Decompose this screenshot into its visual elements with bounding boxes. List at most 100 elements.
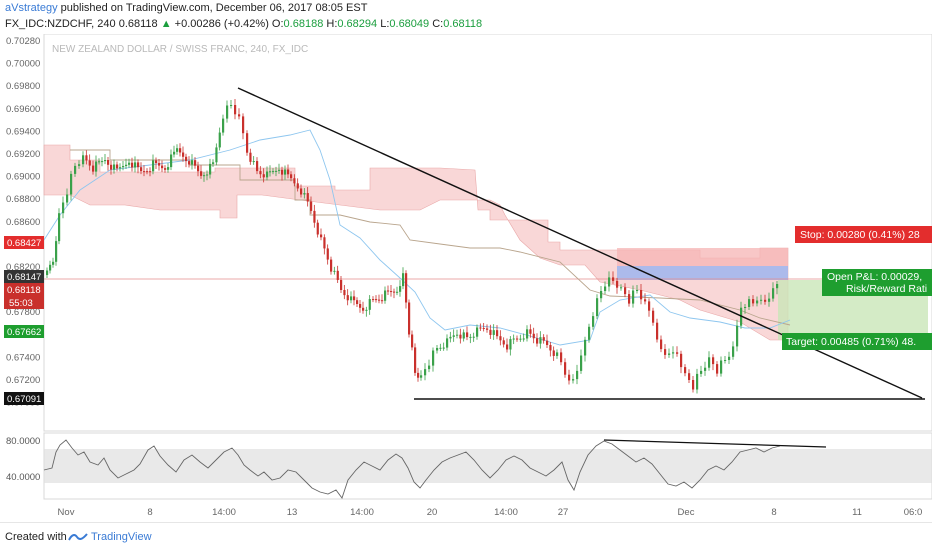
candle-bearish bbox=[479, 327, 482, 329]
candle-bearish bbox=[549, 345, 552, 351]
candle-bullish bbox=[215, 147, 218, 163]
time-axis[interactable]: Nov 8 14:00 13 14:00 20 14:00 27 Dec 8 11 06:0 bbox=[58, 507, 923, 518]
tradingview-brand-link[interactable]: TradingView bbox=[91, 531, 152, 543]
stop-zone[interactable] bbox=[617, 248, 788, 266]
candle-bullish bbox=[191, 160, 194, 165]
time-axis-label: Dec bbox=[678, 507, 695, 518]
candle-bullish bbox=[74, 165, 77, 174]
candle-bearish bbox=[323, 237, 326, 249]
candle-bearish bbox=[393, 291, 396, 293]
candle-bearish bbox=[411, 334, 414, 348]
candle-bullish bbox=[424, 369, 427, 376]
candle-bullish bbox=[452, 335, 455, 337]
candle-bearish bbox=[320, 234, 323, 238]
candle-bearish bbox=[362, 307, 365, 311]
current-price-badge bbox=[4, 283, 44, 296]
candle-bearish bbox=[466, 332, 469, 338]
time-axis-label: 06:0 bbox=[904, 507, 923, 518]
candle-bullish bbox=[78, 164, 81, 166]
candle-bearish bbox=[293, 178, 296, 184]
stop-price-badge bbox=[4, 236, 44, 249]
candle-bullish bbox=[600, 291, 603, 299]
oscillator-trend-line[interactable] bbox=[603, 439, 827, 448]
symbol-label[interactable]: FX_IDC:NZDCHF, 240 bbox=[5, 18, 116, 30]
candle-bearish bbox=[110, 164, 113, 170]
candle-bearish bbox=[612, 277, 615, 281]
candle-bearish bbox=[249, 152, 252, 162]
candle-bullish bbox=[125, 164, 128, 166]
candle-bullish bbox=[439, 347, 442, 349]
price-axis[interactable]: 0.70280 0.70000 0.69800 0.69600 0.69400 0.692… bbox=[6, 36, 40, 409]
candle-bearish bbox=[564, 362, 567, 375]
candle-bearish bbox=[628, 294, 631, 304]
candle-bullish bbox=[672, 352, 675, 354]
price-axis-label: 0.69200 bbox=[6, 149, 40, 160]
open-value: 0.68188 bbox=[283, 18, 324, 30]
candle-bearish bbox=[660, 339, 663, 350]
candle-bearish bbox=[616, 280, 619, 288]
published-text: published on TradingView.com, December 0… bbox=[60, 2, 368, 14]
low-label: L: bbox=[380, 18, 390, 30]
candle-bearish bbox=[712, 357, 715, 365]
candle-bearish bbox=[405, 273, 408, 303]
candle-bearish bbox=[306, 193, 309, 202]
entry-zone[interactable] bbox=[617, 266, 788, 280]
candle-bearish bbox=[234, 105, 237, 115]
candle-bullish bbox=[512, 338, 515, 340]
candle-bearish bbox=[246, 133, 249, 153]
candle-bullish bbox=[252, 161, 255, 163]
candle-bullish bbox=[70, 173, 73, 195]
candle-bearish bbox=[372, 299, 375, 301]
candle-bearish bbox=[164, 168, 167, 170]
open-label: O: bbox=[271, 18, 284, 30]
high-label: H: bbox=[326, 18, 338, 30]
candle-bearish bbox=[506, 344, 509, 350]
candle-bullish bbox=[82, 155, 85, 165]
close-label: C: bbox=[432, 18, 444, 30]
candle-bearish bbox=[532, 333, 535, 339]
candle-bullish bbox=[772, 288, 775, 299]
candle-bearish bbox=[300, 188, 303, 195]
time-axis-label: 13 bbox=[287, 507, 298, 518]
candle-bullish bbox=[720, 360, 723, 374]
candle-bullish bbox=[278, 169, 281, 171]
main-pane[interactable] bbox=[43, 34, 932, 432]
candle-bullish bbox=[226, 105, 229, 119]
time-axis-label: 11 bbox=[852, 507, 862, 518]
candle-bullish bbox=[333, 270, 336, 272]
price-axis-label: 0.68600 bbox=[6, 217, 40, 228]
candle-bearish bbox=[316, 222, 319, 235]
candle-bearish bbox=[85, 155, 88, 161]
candle-bearish bbox=[417, 372, 420, 378]
candle-bearish bbox=[330, 259, 333, 272]
price-axis-label: 0.68200 bbox=[6, 262, 40, 273]
price-axis-label: 0.70000 bbox=[6, 59, 40, 70]
tradingview-logo-icon[interactable] bbox=[68, 531, 88, 543]
symbol-watermark: NEW ZEALAND DOLLAR / SWISS FRANC, 240, F… bbox=[52, 44, 308, 55]
author-link[interactable]: aVstrategy bbox=[5, 2, 58, 14]
time-axis-label: 8 bbox=[147, 507, 152, 518]
candle-bullish bbox=[203, 175, 206, 177]
candle-bearish bbox=[200, 171, 203, 176]
conversion-line bbox=[43, 129, 791, 346]
candle-bullish bbox=[428, 365, 431, 370]
candle-bullish bbox=[212, 162, 215, 164]
candle-bullish bbox=[456, 334, 459, 336]
candle-bearish bbox=[664, 349, 667, 355]
candle-bearish bbox=[161, 165, 164, 169]
price-chart[interactable]: NEW ZEALAND DOLLAR / SWISS FRANC, 240, F… bbox=[0, 34, 932, 522]
candle-bearish bbox=[536, 338, 539, 344]
candle-bullish bbox=[724, 360, 727, 361]
risk-reward-label: Risk/Reward Rati bbox=[846, 283, 927, 295]
candle-bullish bbox=[636, 290, 639, 291]
candle-bullish bbox=[768, 298, 771, 302]
candle-bearish bbox=[486, 328, 489, 330]
candle-bullish bbox=[98, 161, 101, 163]
price-change: +0.00286 (+0.42%) bbox=[174, 18, 269, 30]
target-price-text: 0.67662 bbox=[7, 327, 41, 338]
candle-bearish bbox=[296, 183, 299, 189]
candle-bearish bbox=[116, 164, 119, 169]
candle-bullish bbox=[704, 367, 707, 371]
candle-bearish bbox=[692, 380, 695, 390]
candle-bearish bbox=[529, 329, 532, 334]
